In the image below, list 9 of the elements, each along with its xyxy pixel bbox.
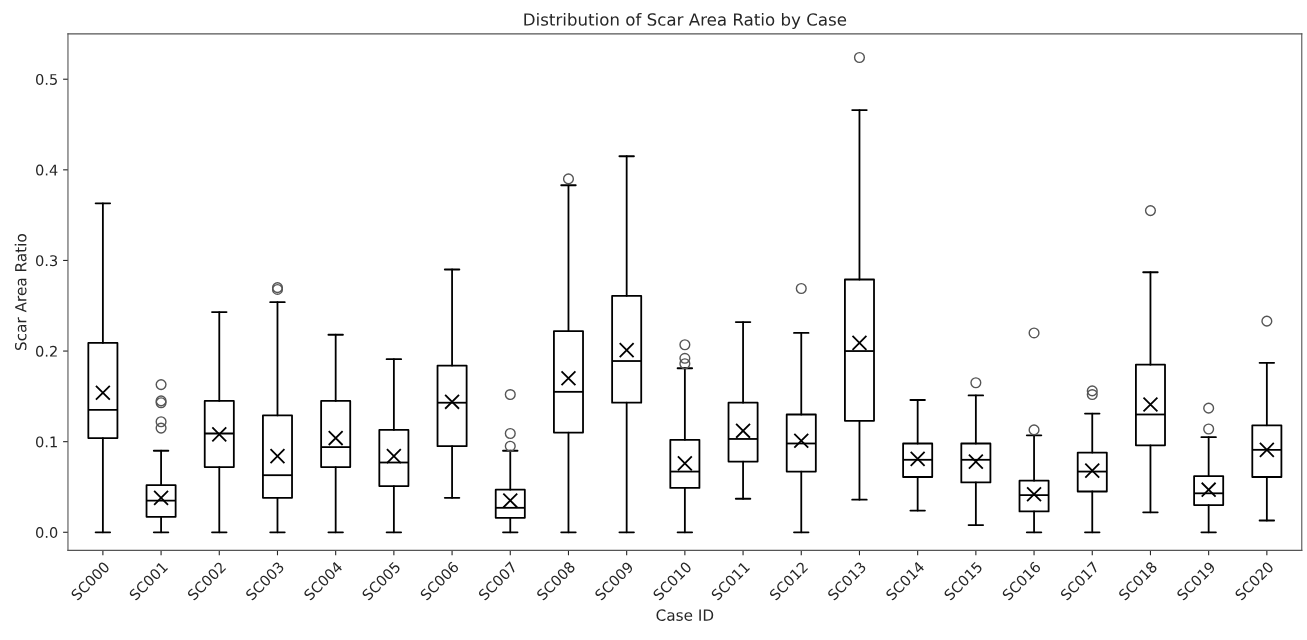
- chart-title: Distribution of Scar Area Ratio by Case: [524, 12, 847, 30]
- y-tick-label: 0.2: [36, 345, 57, 357]
- y-tick-label: 0.5: [36, 73, 57, 85]
- x-axis-title: Case ID: [656, 609, 714, 621]
- y-tick-label: 0.3: [36, 255, 58, 267]
- y-axis-title: Scar Area Ratio: [14, 234, 27, 351]
- y-tick-label: 0.4: [36, 164, 58, 176]
- y-tick-label: 0.0: [36, 526, 58, 539]
- y-tick-label: 0.1: [36, 436, 57, 448]
